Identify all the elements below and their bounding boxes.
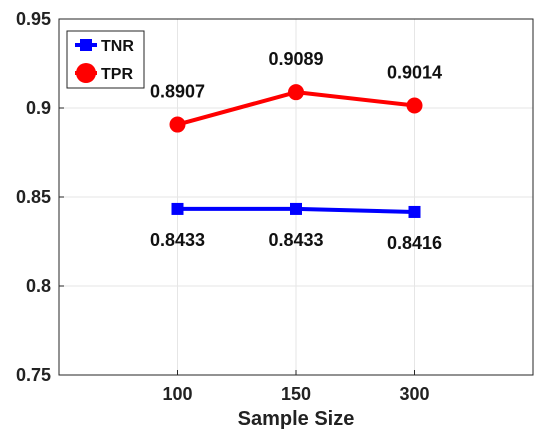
x-tick-label: 150 — [281, 384, 311, 404]
y-tick-label: 0.9 — [26, 98, 51, 118]
data-point-tpr — [406, 97, 423, 114]
legend-label-tpr: TPR — [101, 66, 133, 83]
data-point-tpr — [169, 116, 186, 133]
x-tick-label: 100 — [162, 384, 192, 404]
y-tick-label: 0.8 — [26, 276, 51, 296]
y-tick-label: 0.85 — [16, 187, 51, 207]
data-label-tnr: 0.8433 — [150, 230, 205, 250]
legend-marker-tnr — [80, 39, 92, 51]
data-point-tpr — [288, 84, 304, 101]
data-label-tnr: 0.8433 — [268, 230, 323, 250]
data-labels: 0.8433 0.8433 0.8416 0.8907 0.9089 0.9014 — [150, 49, 442, 253]
data-label-tpr: 0.8907 — [150, 82, 205, 102]
series-layer — [169, 84, 423, 218]
data-point-tnr — [290, 202, 302, 215]
data-point-tnr — [408, 205, 421, 218]
data-label-tnr: 0.8416 — [387, 233, 442, 253]
x-axis-ticks: 100 150 300 — [162, 370, 430, 404]
legend-items: TNR TPR — [75, 38, 134, 83]
data-point-tnr — [171, 202, 184, 215]
legend-label-tnr: TNR — [101, 38, 134, 55]
legend: TNR TPR — [66, 30, 145, 89]
data-label-tpr: 0.9089 — [268, 49, 323, 69]
y-tick-label: 0.75 — [16, 365, 51, 385]
y-tick-label: 0.95 — [16, 9, 51, 29]
y-axis-ticks: 0.75 0.8 0.85 0.9 0.95 — [16, 9, 64, 385]
legend-marker-tpr — [76, 63, 96, 83]
x-tick-label: 300 — [399, 384, 429, 404]
x-axis-title: Sample Size — [238, 408, 355, 430]
data-label-tpr: 0.9014 — [387, 63, 442, 83]
